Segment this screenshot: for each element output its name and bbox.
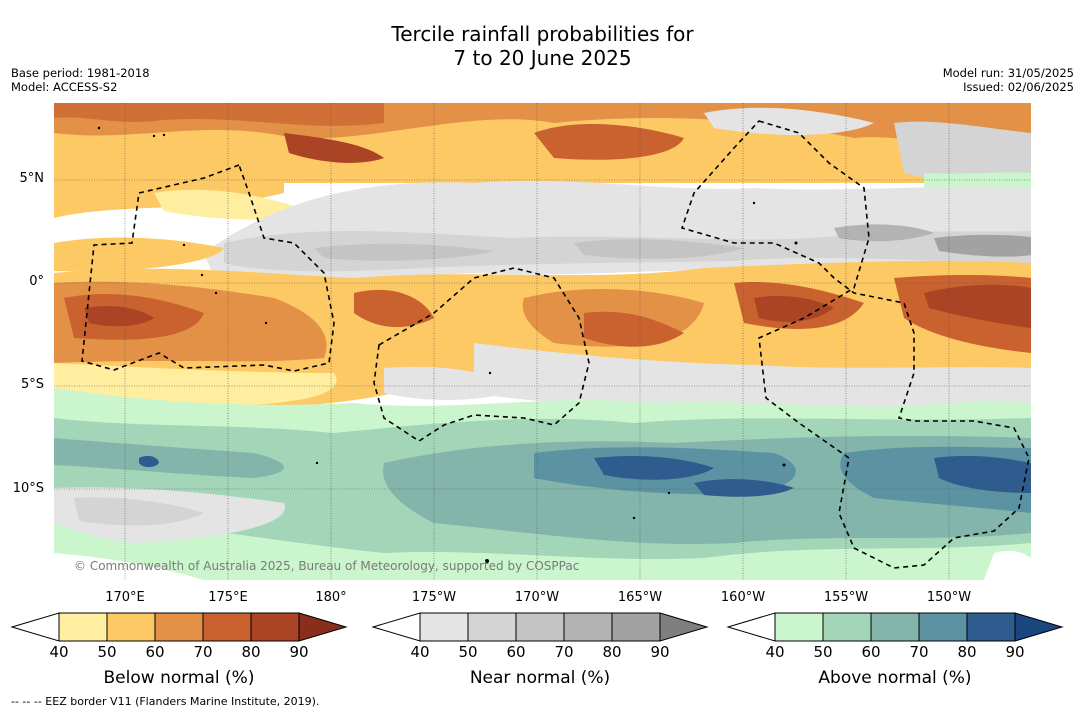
eez-footnote: -- -- -- EEZ border V11 (Flanders Marine… [11, 695, 320, 708]
above-tick-60: 60 [861, 643, 881, 661]
near-tick-60: 60 [506, 643, 526, 661]
above-tick-80: 80 [957, 643, 977, 661]
lon-label-165w: 165°W [617, 590, 663, 605]
above-tick-90: 90 [1005, 643, 1025, 661]
near-normal-title: Near normal (%) [469, 668, 611, 688]
near-tick-80: 80 [602, 643, 622, 661]
near-tick-70: 70 [554, 643, 574, 661]
model-name: Model: ACCESS-S2 [11, 80, 118, 94]
base-period: Base period: 1981-2018 [11, 66, 150, 80]
below-tick-60: 60 [145, 643, 165, 661]
near-tick-50: 50 [458, 643, 478, 661]
lat-label-5s: 5°S [20, 377, 44, 392]
model-run: Model run: 31/05/2025 [942, 66, 1074, 80]
lat-label-5n: 5°N [19, 171, 45, 186]
below-tick-80: 80 [241, 643, 261, 661]
below-tick-50: 50 [97, 643, 117, 661]
lat-label-0: 0° [29, 274, 44, 289]
eez-borders [81, 120, 1030, 569]
below-normal-title: Below normal (%) [103, 668, 255, 688]
islands [97, 126, 798, 563]
colorbar-above [726, 612, 1064, 642]
above-normal-title: Above normal (%) [818, 668, 972, 688]
meta-left: Base period: 1981-2018 Model: ACCESS-S2 [11, 66, 150, 94]
above-tick-50: 50 [813, 643, 833, 661]
meta-right: Model run: 31/05/2025 Issued: 02/06/2025 [943, 66, 1074, 94]
colorbar-near [371, 612, 709, 642]
colorbar-below [10, 612, 348, 642]
above-tick-40: 40 [765, 643, 785, 661]
below-tick-40: 40 [49, 643, 69, 661]
lon-label-170e: 170°E [105, 590, 145, 605]
near-tick-40: 40 [410, 643, 430, 661]
below-tick-70: 70 [193, 643, 213, 661]
title-line-1: Tercile rainfall probabilities for [391, 22, 694, 46]
lon-label-175w: 175°W [411, 590, 457, 605]
rainfall-map: © Commonwealth of Australia 2025, Bureau… [54, 103, 1031, 580]
map-svg: © Commonwealth of Australia 2025, Bureau… [54, 103, 1031, 580]
lon-label-170w: 170°W [514, 590, 560, 605]
above-tick-70: 70 [909, 643, 929, 661]
issued-date: Issued: 02/06/2025 [963, 80, 1074, 94]
lon-label-155w: 155°W [823, 590, 869, 605]
lon-label-150w: 150°W [926, 590, 972, 605]
gridlines [54, 103, 1031, 580]
near-tick-90: 90 [650, 643, 670, 661]
title-line-2: 7 to 20 June 2025 [453, 46, 632, 70]
lon-label-180: 180° [315, 590, 347, 605]
lon-label-175e: 175°E [208, 590, 248, 605]
map-title: Tercile rainfall probabilities for 7 to … [0, 22, 1085, 70]
copyright-text: © Commonwealth of Australia 2025, Bureau… [74, 559, 579, 573]
lon-label-160w: 160°W [720, 590, 766, 605]
lat-label-10s: 10°S [12, 481, 44, 496]
below-tick-90: 90 [289, 643, 309, 661]
colorbars [10, 612, 1064, 642]
